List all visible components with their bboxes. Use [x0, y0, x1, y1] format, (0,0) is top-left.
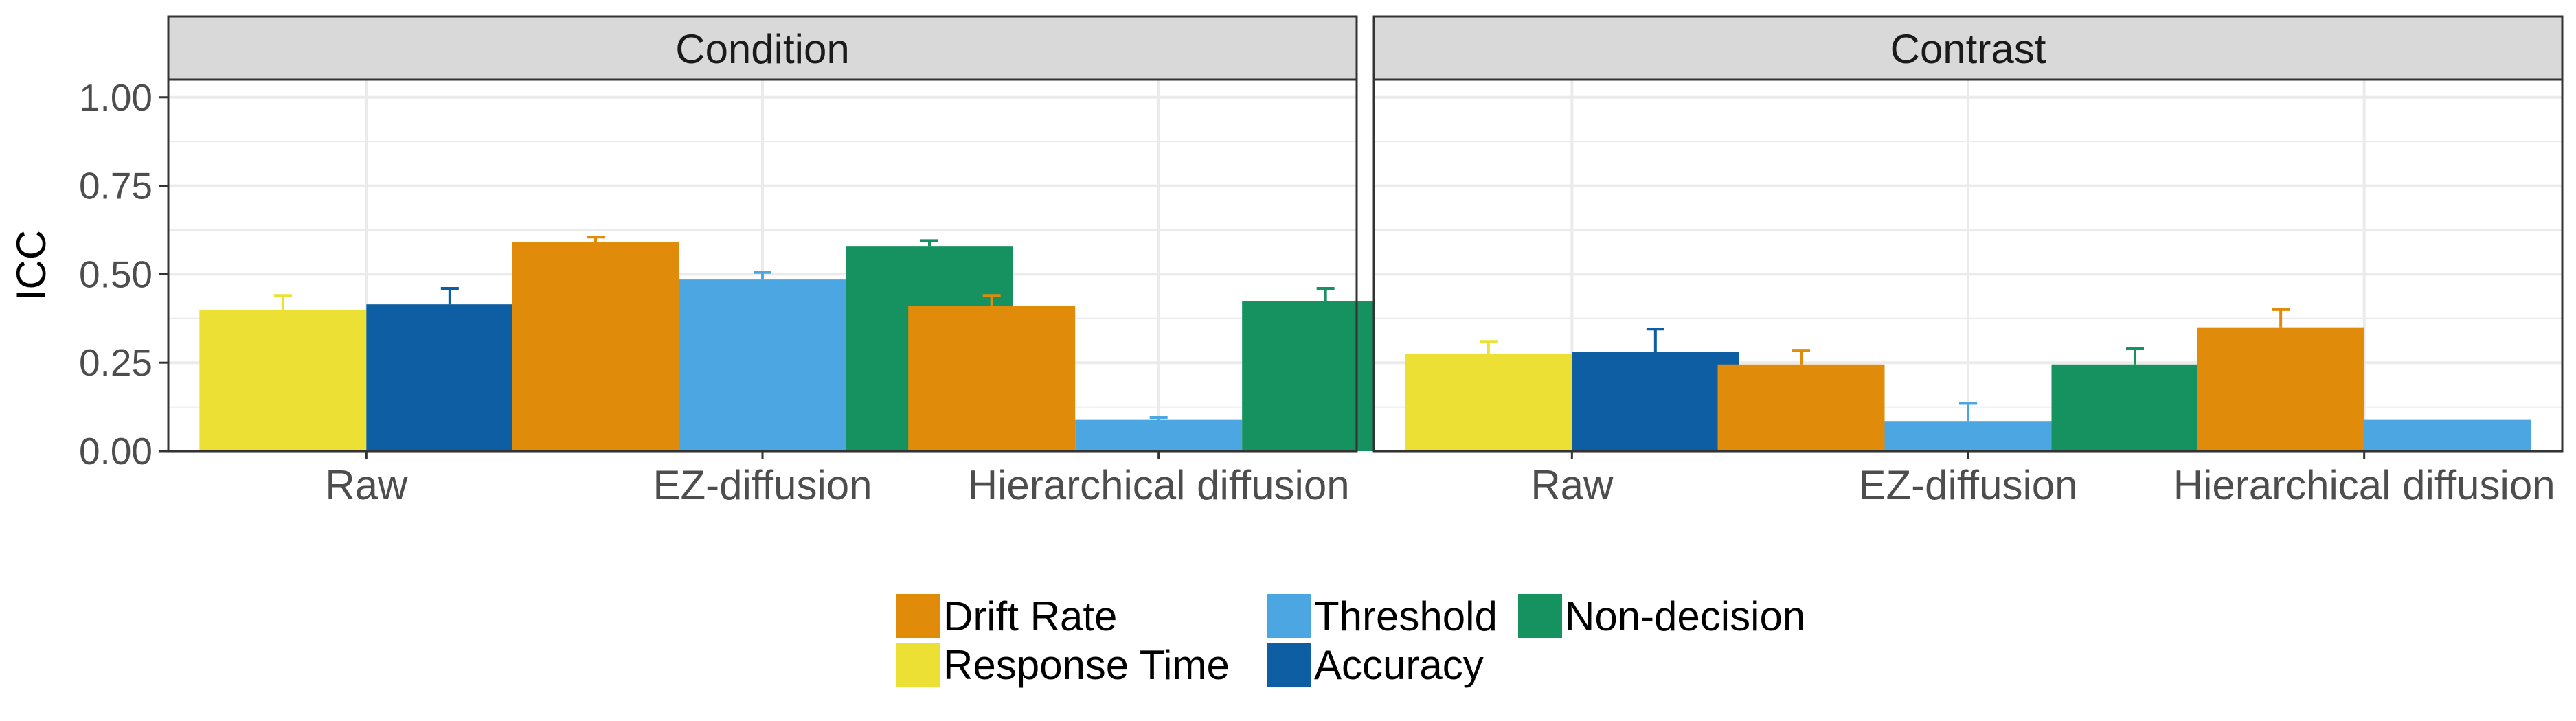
y-tick-label: 0.75 [79, 165, 152, 207]
bar-drift-rate [1717, 364, 1885, 451]
legend-label: Accuracy [1314, 642, 1484, 688]
legend-key [1267, 643, 1311, 687]
y-tick-label: 0.50 [79, 253, 152, 295]
legend-key [1518, 594, 1562, 638]
y-tick-label: 0.25 [79, 341, 152, 384]
x-tick-label: Raw [325, 462, 408, 508]
bar-drift-rate [908, 306, 1076, 451]
x-tick-label: EZ-diffusion [1858, 462, 2077, 508]
legend-key [1267, 594, 1311, 638]
facet-title: Condition [675, 26, 850, 72]
bar-response-time [199, 309, 367, 451]
bar-accuracy [1572, 352, 1739, 451]
bar-non-decision [2051, 364, 2219, 451]
facet-strip [1372, 15, 2564, 81]
bar-accuracy [366, 304, 534, 451]
bar-threshold [679, 279, 846, 451]
bar-threshold [1075, 419, 1243, 451]
bar-threshold [2364, 419, 2531, 451]
facet-title: Contrast [1890, 26, 2046, 72]
legend-label: Non-decision [1565, 593, 1805, 639]
x-tick-label: Hierarchical diffusion [968, 462, 1350, 508]
x-tick-label: EZ-diffusion [653, 462, 872, 508]
x-tick-label: Raw [1530, 462, 1614, 508]
legend-label: Drift Rate [943, 593, 1117, 639]
bar-drift-rate [512, 242, 679, 451]
bar-response-time [1405, 354, 1572, 451]
legend-label: Threshold [1314, 593, 1498, 639]
y-tick-label: 0.00 [79, 430, 152, 472]
x-tick-label: Hierarchical diffusion [2173, 462, 2555, 508]
legend-key [896, 594, 940, 638]
legend-label: Response Time [943, 642, 1230, 688]
y-tick-label: 1.00 [79, 76, 152, 119]
y-axis-label: ICC [8, 230, 54, 301]
facet-strip [167, 15, 1358, 81]
bar-threshold [1884, 421, 2052, 451]
bar-drift-rate [2197, 327, 2364, 451]
legend-key [896, 643, 940, 687]
